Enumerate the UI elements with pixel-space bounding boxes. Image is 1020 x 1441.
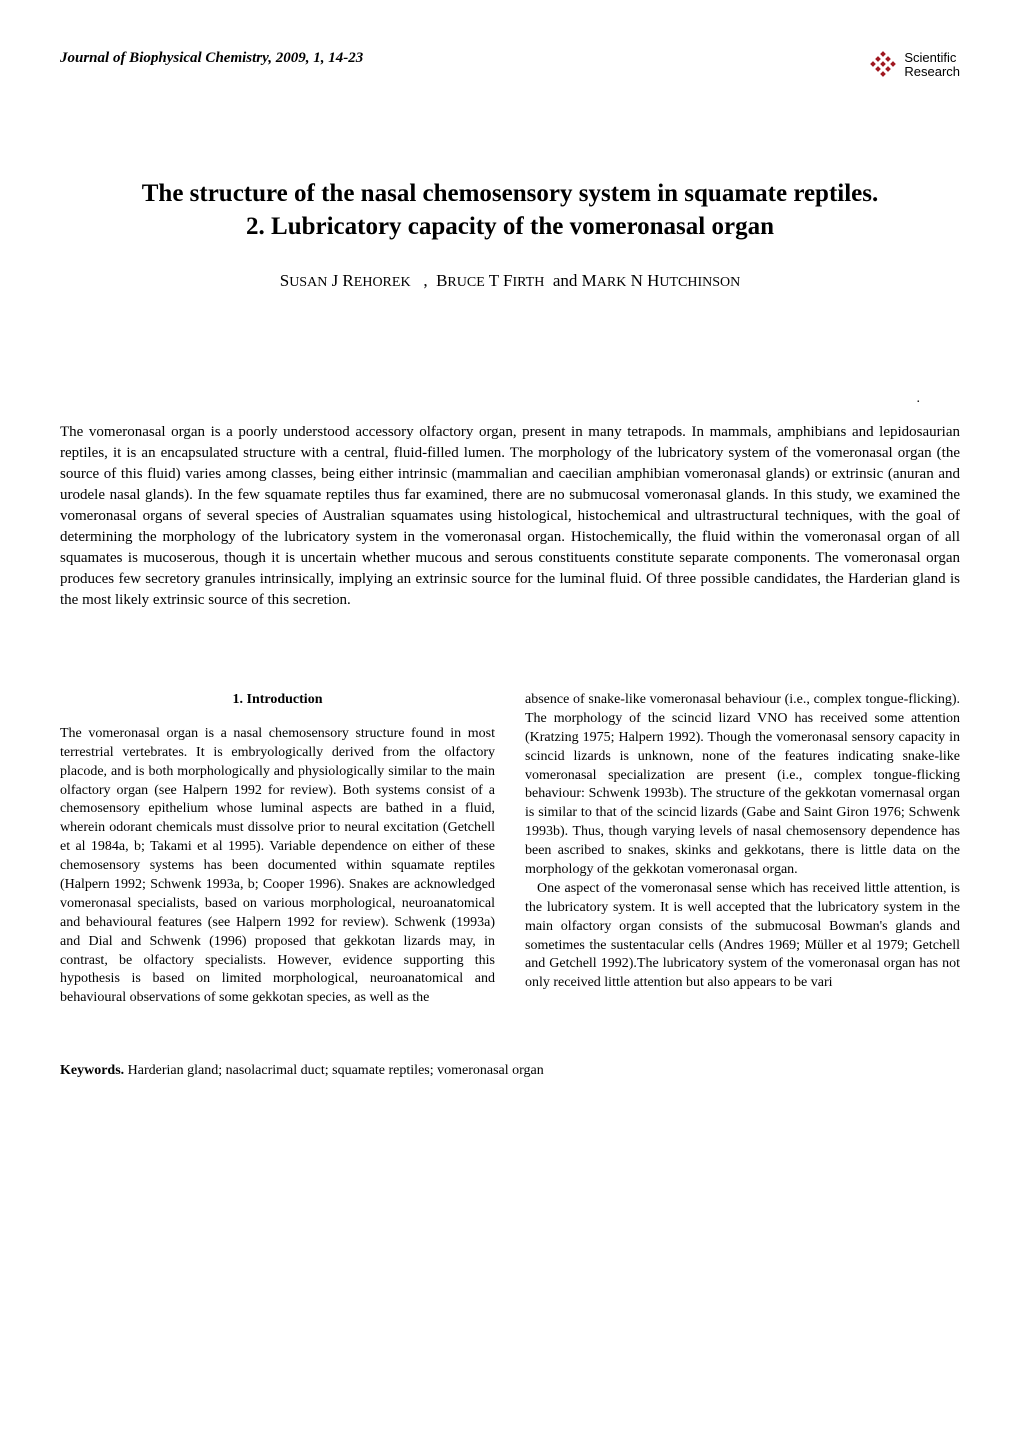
right-column: absence of snake-like vomeronasal behavi… [525,691,960,1008]
page-header: Journal of Biophysical Chemistry, 2009, … [60,50,960,80]
left-column: 1. Introduction The vomeronasal organ is… [60,691,495,1008]
article-title-line2: 2. Lubricatory capacity of the vomeronas… [60,213,960,241]
publisher-line2: Research [904,65,960,79]
right-para-1: absence of snake-like vomeronasal behavi… [525,691,960,880]
abstract-text: The vomeronasal organ is a poorly unders… [60,422,960,611]
journal-citation: Journal of Biophysical Chemistry, 2009, … [60,50,363,67]
publisher-logo: Scientific Research [868,50,960,80]
authors-line: SUSAN J REHOREK , BRUCE T FIRTH and MARK… [60,271,960,291]
keywords-text: Harderian gland; nasolacrimal duct; squa… [124,1063,544,1078]
scirp-logo-icon [868,50,898,80]
left-para-1: The vomeronasal organ is a nasal chemose… [60,725,495,1008]
body-columns: 1. Introduction The vomeronasal organ is… [60,691,960,1008]
keywords-label: Keywords. [60,1063,124,1078]
right-para-2: One aspect of the vomeronasal sense whic… [525,880,960,993]
publisher-name: Scientific Research [904,51,960,80]
intro-section-title: 1. Introduction [60,691,495,710]
article-title-line1: The structure of the nasal chemosensory … [60,180,960,208]
dot-marker: . [60,391,960,407]
publisher-line1: Scientific [904,51,960,65]
keywords-section: Keywords. Harderian gland; nasolacrimal … [60,1063,960,1079]
